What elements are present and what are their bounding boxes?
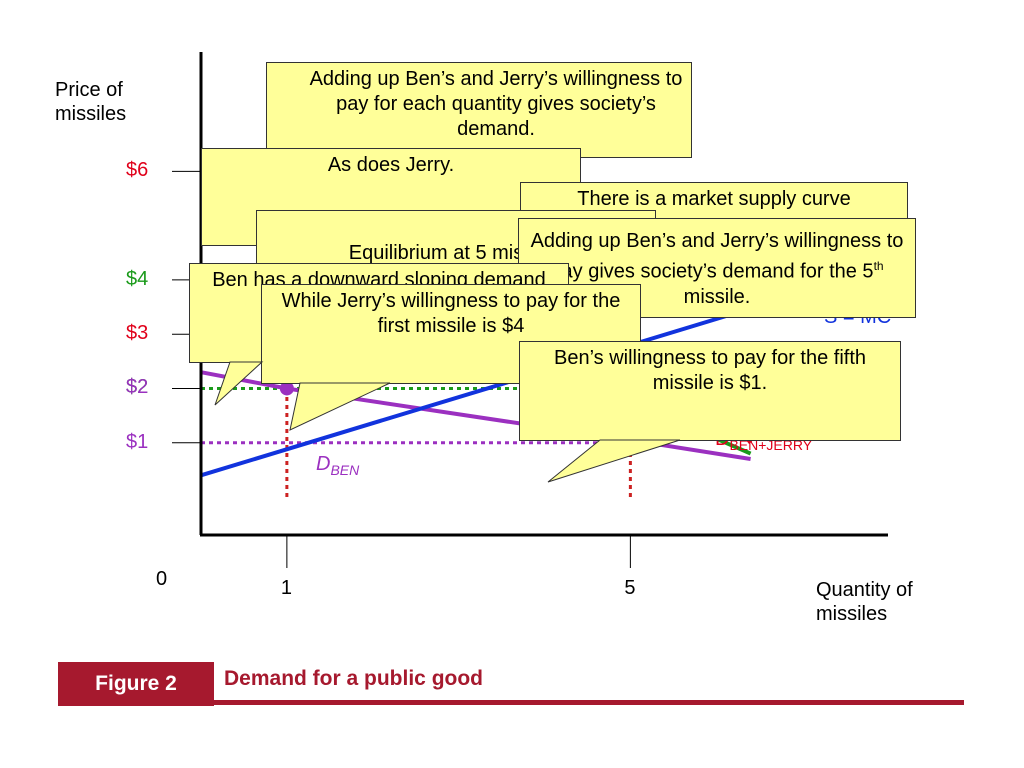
callout-society-demand-5th-tail: missile. [683,285,751,308]
y-axis-title: Price of missiles [55,79,127,125]
x-tick-label: 5 [624,577,636,599]
y-tick-label: $4 [126,267,149,290]
axis-ticks [172,170,631,568]
origin-label: 0 [156,568,168,590]
d-ben-label-sub: BEN [330,462,360,478]
y-tick-label: $2 [126,376,149,399]
callout-ben-fifth-missile: Ben’s willingness to pay for the fifth m… [519,341,901,441]
figure-title: Demand for a public good [224,667,484,690]
callout-society-demand-5th-text: Adding up Ben’s and Jerry’s willingness … [530,230,904,283]
d-ben-label-main: D [316,453,331,475]
callout-ben-fifth-missile-text: Ben’s willingness to pay for the fifth m… [553,347,867,394]
d-benjerry-label-sub: BEN+JERRY [729,437,813,453]
callout-society-demand-5th-sup: th [873,259,884,273]
y-tick-label: $3 [126,322,149,345]
callout-society-demand-5th: Adding up Ben’s and Jerry’s willingness … [518,218,916,318]
x-tick-label: 1 [280,577,292,599]
y-tick-label: $6 [126,159,149,182]
y-tick-label: $1 [126,430,149,453]
callout-society-demand: Adding up Ben’s and Jerry’s willingness … [266,62,692,158]
callout-market-supply-text: There is a market supply curve [577,188,851,210]
callout-society-demand-text: Adding up Ben’s and Jerry’s willingness … [309,68,683,140]
callout-equilibrium-text: Equilibrium at 5 missiles [348,242,564,264]
callout-jerry-first-missile-text: While Jerry’s willingness to pay for the… [281,290,621,337]
d-ben-label: DBEN [316,452,359,482]
callout-as-does-jerry-text: As does Jerry. [327,154,455,176]
footer-rule [214,700,964,705]
x-axis-title: Quantity of missiles [816,579,913,625]
y-tick-label: $2 [126,376,149,399]
figure-label: Figure 2 [58,662,214,706]
